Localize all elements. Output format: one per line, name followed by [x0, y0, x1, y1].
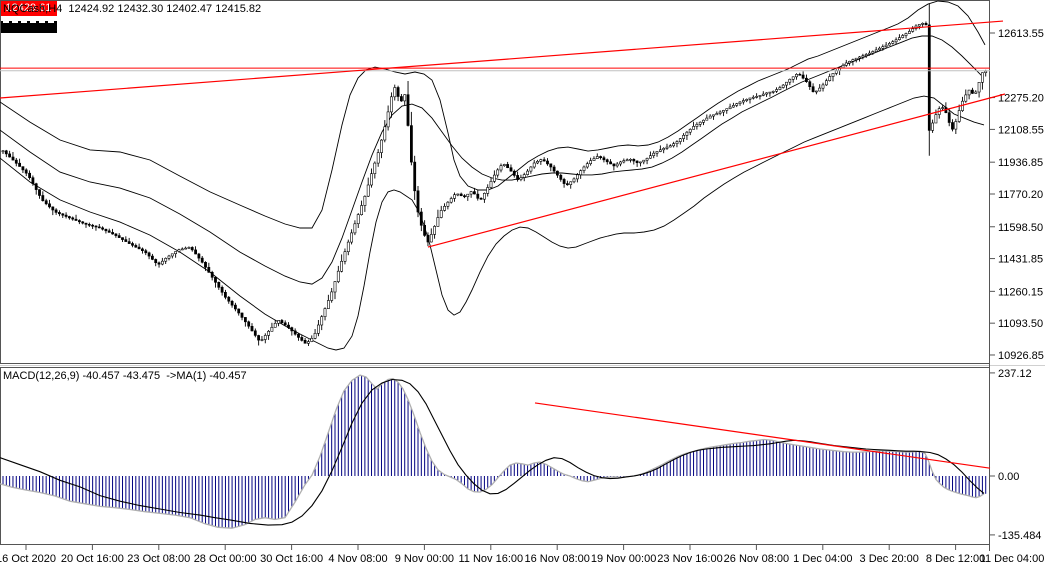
bollinger-upper-band — [0, 0, 986, 229]
macd-histogram — [2, 375, 987, 529]
macd-signal-line — [0, 378, 985, 526]
bollinger-middle-band — [0, 35, 983, 285]
price-axis-label: 11770.20 — [998, 189, 1043, 201]
ascending-trendline-lower[interactable] — [427, 93, 1006, 248]
macd-axis-label: 0.00 — [998, 471, 1019, 483]
price-axis-label: 11598.50 — [998, 222, 1043, 234]
time-axis-label: 30 Oct 16:00 — [260, 553, 323, 565]
time-axis-label: 20 Oct 16:00 — [61, 553, 124, 565]
time-axis-label: 16 Oct 2020 — [0, 553, 56, 565]
macd-axis-label: 237.12 — [998, 368, 1032, 380]
obscured-digits — [3, 21, 54, 23]
time-axis-label: 4 Nov 08:00 — [328, 553, 387, 565]
price-axis-label: 11260.15 — [998, 286, 1043, 298]
macd-indicator-label: MACD(12,26,9) -40.457 -43.475 ->MA(1) -4… — [3, 370, 247, 382]
time-axis-label: 28 Oct 00:00 — [194, 553, 257, 565]
time-axis-label: 8 Dec 12:00 — [926, 553, 985, 565]
hline-price-tag: 12429.61 — [0, 0, 57, 16]
time-axis-label: 3 Dec 20:00 — [860, 553, 919, 565]
time-axis-label: 16 Nov 08:00 — [524, 553, 589, 565]
time-axis-label: 1 Dec 04:00 — [793, 553, 852, 565]
price-axis-label: 11431.85 — [998, 254, 1043, 266]
candlestick-series — [1, 4, 988, 346]
chart-title: NQCash,H4 12424.92 12432.30 12402.47 124… — [3, 3, 262, 15]
time-axis-label: 23 Nov 16:00 — [657, 553, 722, 565]
price-axis-label: 11936.85 — [998, 157, 1043, 169]
macd-descending-trendline[interactable] — [534, 402, 991, 469]
price-axis-label: 12275.20 — [998, 93, 1044, 105]
time-axis-label: 11 Dec 04:00 — [980, 553, 1045, 565]
price-axis-label: 10926.85 — [998, 350, 1044, 362]
time-axis-label: 9 Nov 00:00 — [395, 553, 454, 565]
price-axis-label: 12108.55 — [998, 124, 1044, 136]
macd-main-line — [0, 374, 985, 529]
time-axis-label: 11 Nov 16:00 — [458, 553, 523, 565]
current-price-tag-obscured — [0, 21, 57, 33]
time-axis-label: 19 Nov 00:00 — [591, 553, 656, 565]
price-axis-label: 12613.55 — [998, 28, 1044, 40]
main-chart-panel[interactable] — [0, 0, 990, 364]
time-axis-label: 26 Nov 08:00 — [724, 553, 789, 565]
macd-axis-label: -135.484 — [998, 530, 1041, 542]
price-axis-label: 11093.50 — [998, 318, 1043, 330]
time-axis-label: 23 Oct 08:00 — [127, 553, 190, 565]
bollinger-lower-band — [0, 95, 985, 351]
macd-panel[interactable] — [0, 367, 990, 545]
ascending-trendline-upper[interactable] — [0, 20, 1004, 99]
